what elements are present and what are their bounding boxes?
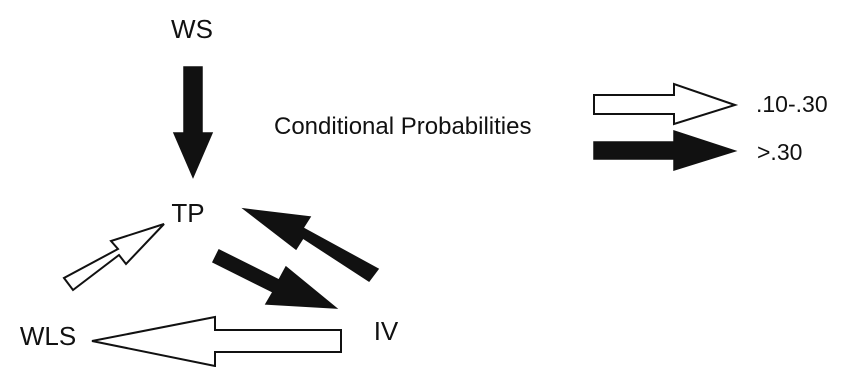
arrow-wls-to-tp [62,223,165,292]
legend-filled-label: >.30 [757,139,802,165]
arrow-iv-to-tp [241,207,380,283]
arrow-tp-to-iv [211,248,339,309]
legend-filled-arrow [593,129,738,172]
arrow-iv-to-wls [91,315,342,367]
legend-title: Conditional Probabilities [274,113,531,140]
legend-open-arrow [593,82,739,126]
node-wls-label: WLS [20,321,76,351]
arrow-ws-to-tp [172,66,214,179]
node-iv-label: IV [374,316,399,346]
node-tp-label: TP [171,198,204,228]
node-ws-label: WS [171,14,213,44]
legend-open-label: .10-.30 [756,91,828,117]
